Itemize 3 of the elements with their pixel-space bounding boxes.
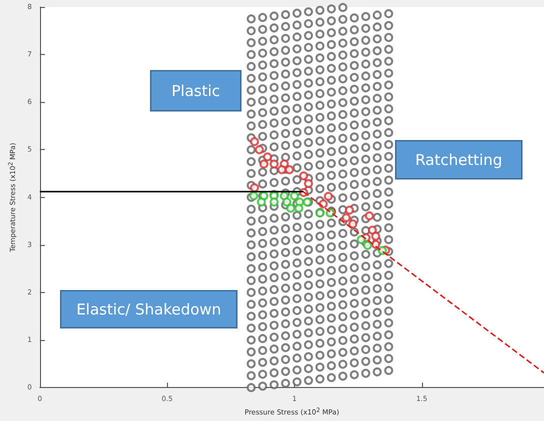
annotation: Elastic/ Shakedown xyxy=(76,300,222,318)
annotation: Plastic xyxy=(171,82,220,100)
annotation: Ratchetting xyxy=(415,150,502,169)
